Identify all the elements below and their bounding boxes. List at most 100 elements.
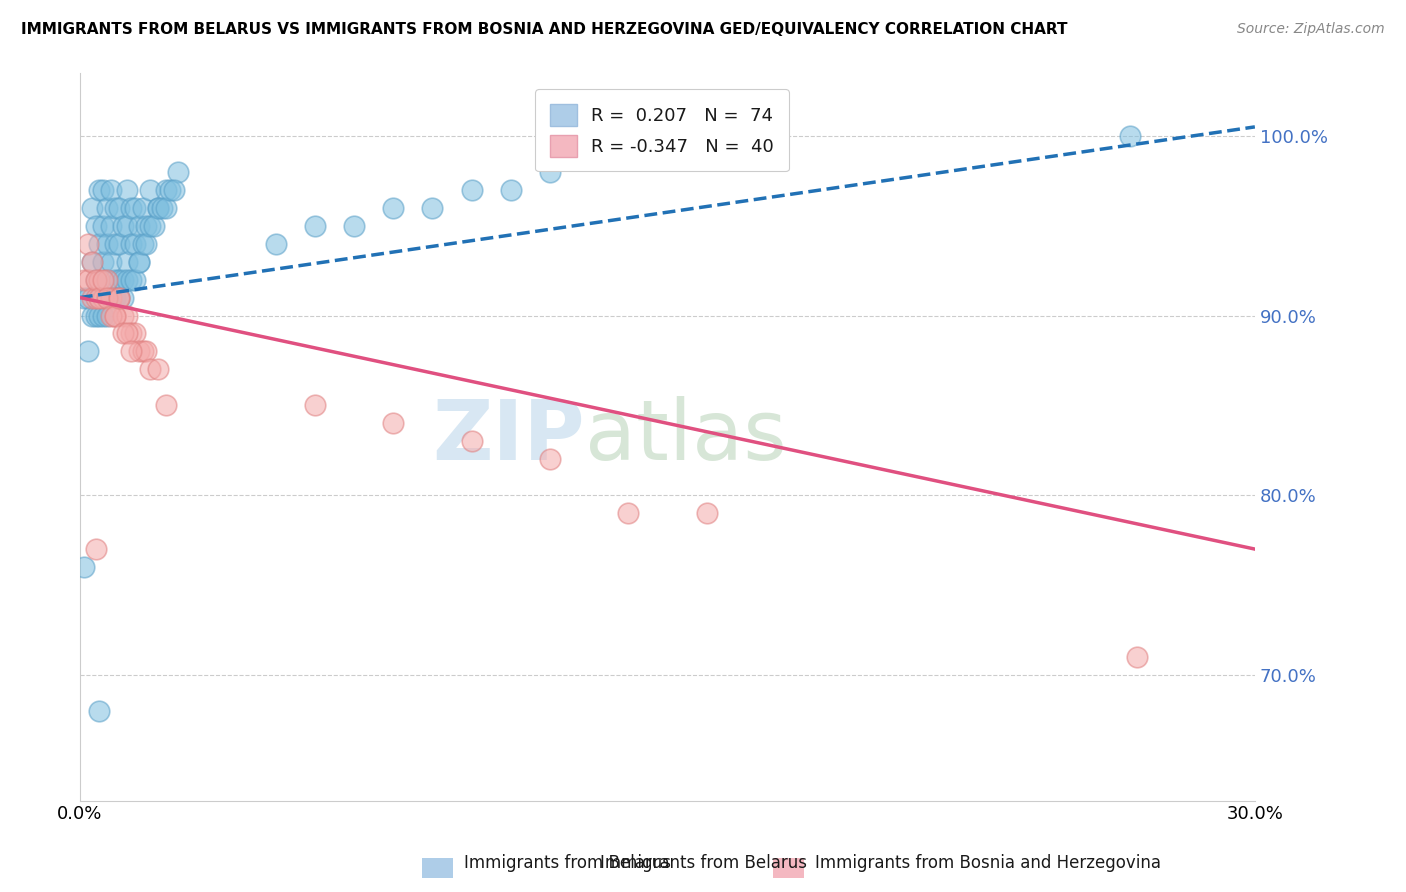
Point (104, 291, 127, 305)
Text: Source: ZipAtlas.com: Source: ZipAtlas.com (1237, 22, 1385, 37)
Point (135, 236, 157, 251)
Point (73, 560, 96, 574)
Point (155, 183, 177, 197)
Point (108, 201, 131, 215)
Point (89, 309, 111, 323)
Point (93, 309, 115, 323)
Point (148, 201, 170, 215)
Point (108, 236, 131, 251)
Point (93, 272, 115, 286)
Point (84, 291, 107, 305)
Legend: R =  0.207   N =  74, R = -0.347   N =  40: R = 0.207 N = 74, R = -0.347 N = 40 (536, 89, 789, 171)
Point (115, 309, 138, 323)
Point (115, 254, 138, 268)
Point (93, 219, 115, 233)
Text: Immigrants from Bosnia and Herzegovina: Immigrants from Bosnia and Herzegovina (815, 855, 1161, 872)
Point (111, 272, 134, 286)
Point (120, 236, 142, 251)
Point (159, 183, 181, 197)
Point (84, 272, 107, 286)
Point (143, 219, 166, 233)
Point (100, 183, 122, 197)
Point (80, 201, 103, 215)
Point (166, 165, 188, 179)
Point (96, 272, 118, 286)
Point (124, 272, 146, 286)
Point (84, 309, 107, 323)
Point (100, 309, 122, 323)
Point (80, 309, 103, 323)
Point (111, 219, 134, 233)
Point (120, 344, 142, 359)
Point (422, 201, 444, 215)
Point (115, 272, 138, 286)
Point (1118, 128, 1140, 143)
Point (499, 183, 522, 197)
Point (128, 344, 150, 359)
Point (93, 291, 115, 305)
Point (76, 236, 98, 251)
Point (538, 452, 561, 467)
Point (111, 291, 134, 305)
Point (124, 326, 146, 341)
Point (696, 506, 718, 520)
Point (76, 291, 98, 305)
Point (120, 272, 142, 286)
Point (100, 291, 122, 305)
Point (108, 291, 131, 305)
Point (108, 291, 131, 305)
Point (128, 219, 150, 233)
Point (108, 272, 131, 286)
Point (155, 201, 177, 215)
Point (460, 183, 482, 197)
Point (617, 506, 640, 520)
Point (104, 309, 127, 323)
Point (155, 398, 177, 412)
Point (93, 254, 115, 268)
Point (124, 236, 146, 251)
Point (115, 183, 138, 197)
Point (304, 398, 326, 412)
Point (120, 326, 142, 341)
Point (96, 201, 118, 215)
Point (89, 272, 111, 286)
Point (104, 272, 127, 286)
Point (131, 344, 153, 359)
Point (80, 291, 103, 305)
Point (84, 542, 107, 557)
Text: atlas: atlas (585, 396, 787, 477)
Point (382, 201, 405, 215)
Point (131, 201, 153, 215)
Point (148, 201, 170, 215)
Point (80, 254, 103, 268)
Point (538, 165, 561, 179)
Point (76, 344, 98, 359)
Point (93, 183, 115, 197)
Text: ZIP: ZIP (433, 396, 585, 477)
Point (1126, 649, 1149, 664)
Point (111, 326, 134, 341)
Point (139, 362, 162, 376)
Point (163, 183, 186, 197)
Point (89, 291, 111, 305)
Point (104, 236, 127, 251)
Point (100, 254, 122, 268)
Point (89, 236, 111, 251)
Point (128, 254, 150, 268)
Point (135, 219, 157, 233)
Point (73, 272, 96, 286)
Point (150, 201, 173, 215)
Point (304, 219, 326, 233)
Point (89, 183, 111, 197)
Point (100, 219, 122, 233)
Point (148, 362, 170, 376)
Point (89, 704, 111, 718)
Point (84, 272, 107, 286)
Point (100, 291, 122, 305)
Point (343, 219, 366, 233)
Point (80, 254, 103, 268)
Point (96, 272, 118, 286)
Point (84, 219, 107, 233)
Point (115, 326, 138, 341)
Point (73, 291, 96, 305)
